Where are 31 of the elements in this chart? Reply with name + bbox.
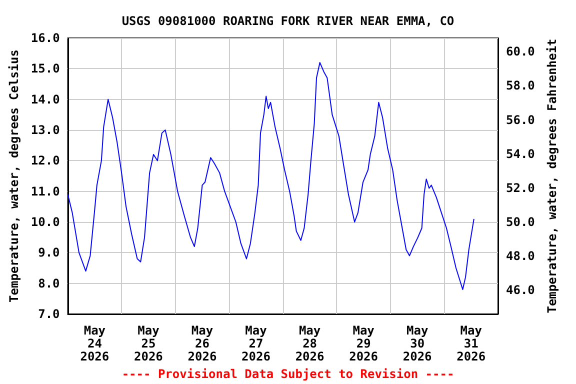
y-axis-title: Temperature, water, degrees Celsius xyxy=(7,50,21,302)
text: ---- Provisional Data Subject to Revision ---- xyxy=(122,367,454,381)
y-tick-label: 13.0 xyxy=(30,123,60,137)
x-tick-label: May 30 2026 xyxy=(402,324,432,364)
x-tick-label: May 24 2026 xyxy=(80,324,110,364)
chart-title: USGS 09081000 ROARING FORK RIVER NEAR EMMA, CO xyxy=(122,14,454,28)
y-tick-label: 12.0 xyxy=(30,154,60,168)
x-tick-label: May 29 2026 xyxy=(349,324,378,364)
y-tick-label: 9.0 xyxy=(38,246,60,260)
y2-tick-label: 48.0 xyxy=(506,249,535,264)
x-tick-label: May 26 2026 xyxy=(188,324,217,364)
y-tick-label: 7.0 xyxy=(38,307,60,321)
y-tick-label: 8.0 xyxy=(38,276,60,290)
y2-tick-label: 60.0 xyxy=(506,44,535,59)
y2-tick-label: 58.0 xyxy=(506,78,535,93)
y2-tick-label: 46.0 xyxy=(506,283,535,298)
y-tick-label: 16.0 xyxy=(30,31,60,45)
y-tick-label: 11.0 xyxy=(30,184,60,198)
x-tick-label: May 27 2026 xyxy=(242,324,270,364)
y-tick-label: 10.0 xyxy=(30,215,60,229)
y-tick-label: 15.0 xyxy=(30,62,60,76)
line-series xyxy=(67,62,474,290)
y2-tick-label: 52.0 xyxy=(506,180,535,195)
x-tick-label: May 25 2026 xyxy=(134,324,163,364)
y2-tick-label: 56.0 xyxy=(506,112,535,127)
y-tick-label: 14.0 xyxy=(30,92,60,106)
x-tick-label: May 31 2026 xyxy=(456,324,486,364)
y2-tick-label: 54.0 xyxy=(506,146,535,161)
y2-tick-label: 50.0 xyxy=(506,215,535,229)
y2-axis-title: Temperature, water, degrees Fahrenheit xyxy=(544,38,559,314)
x-tick-label: May 28 2026 xyxy=(295,324,324,364)
